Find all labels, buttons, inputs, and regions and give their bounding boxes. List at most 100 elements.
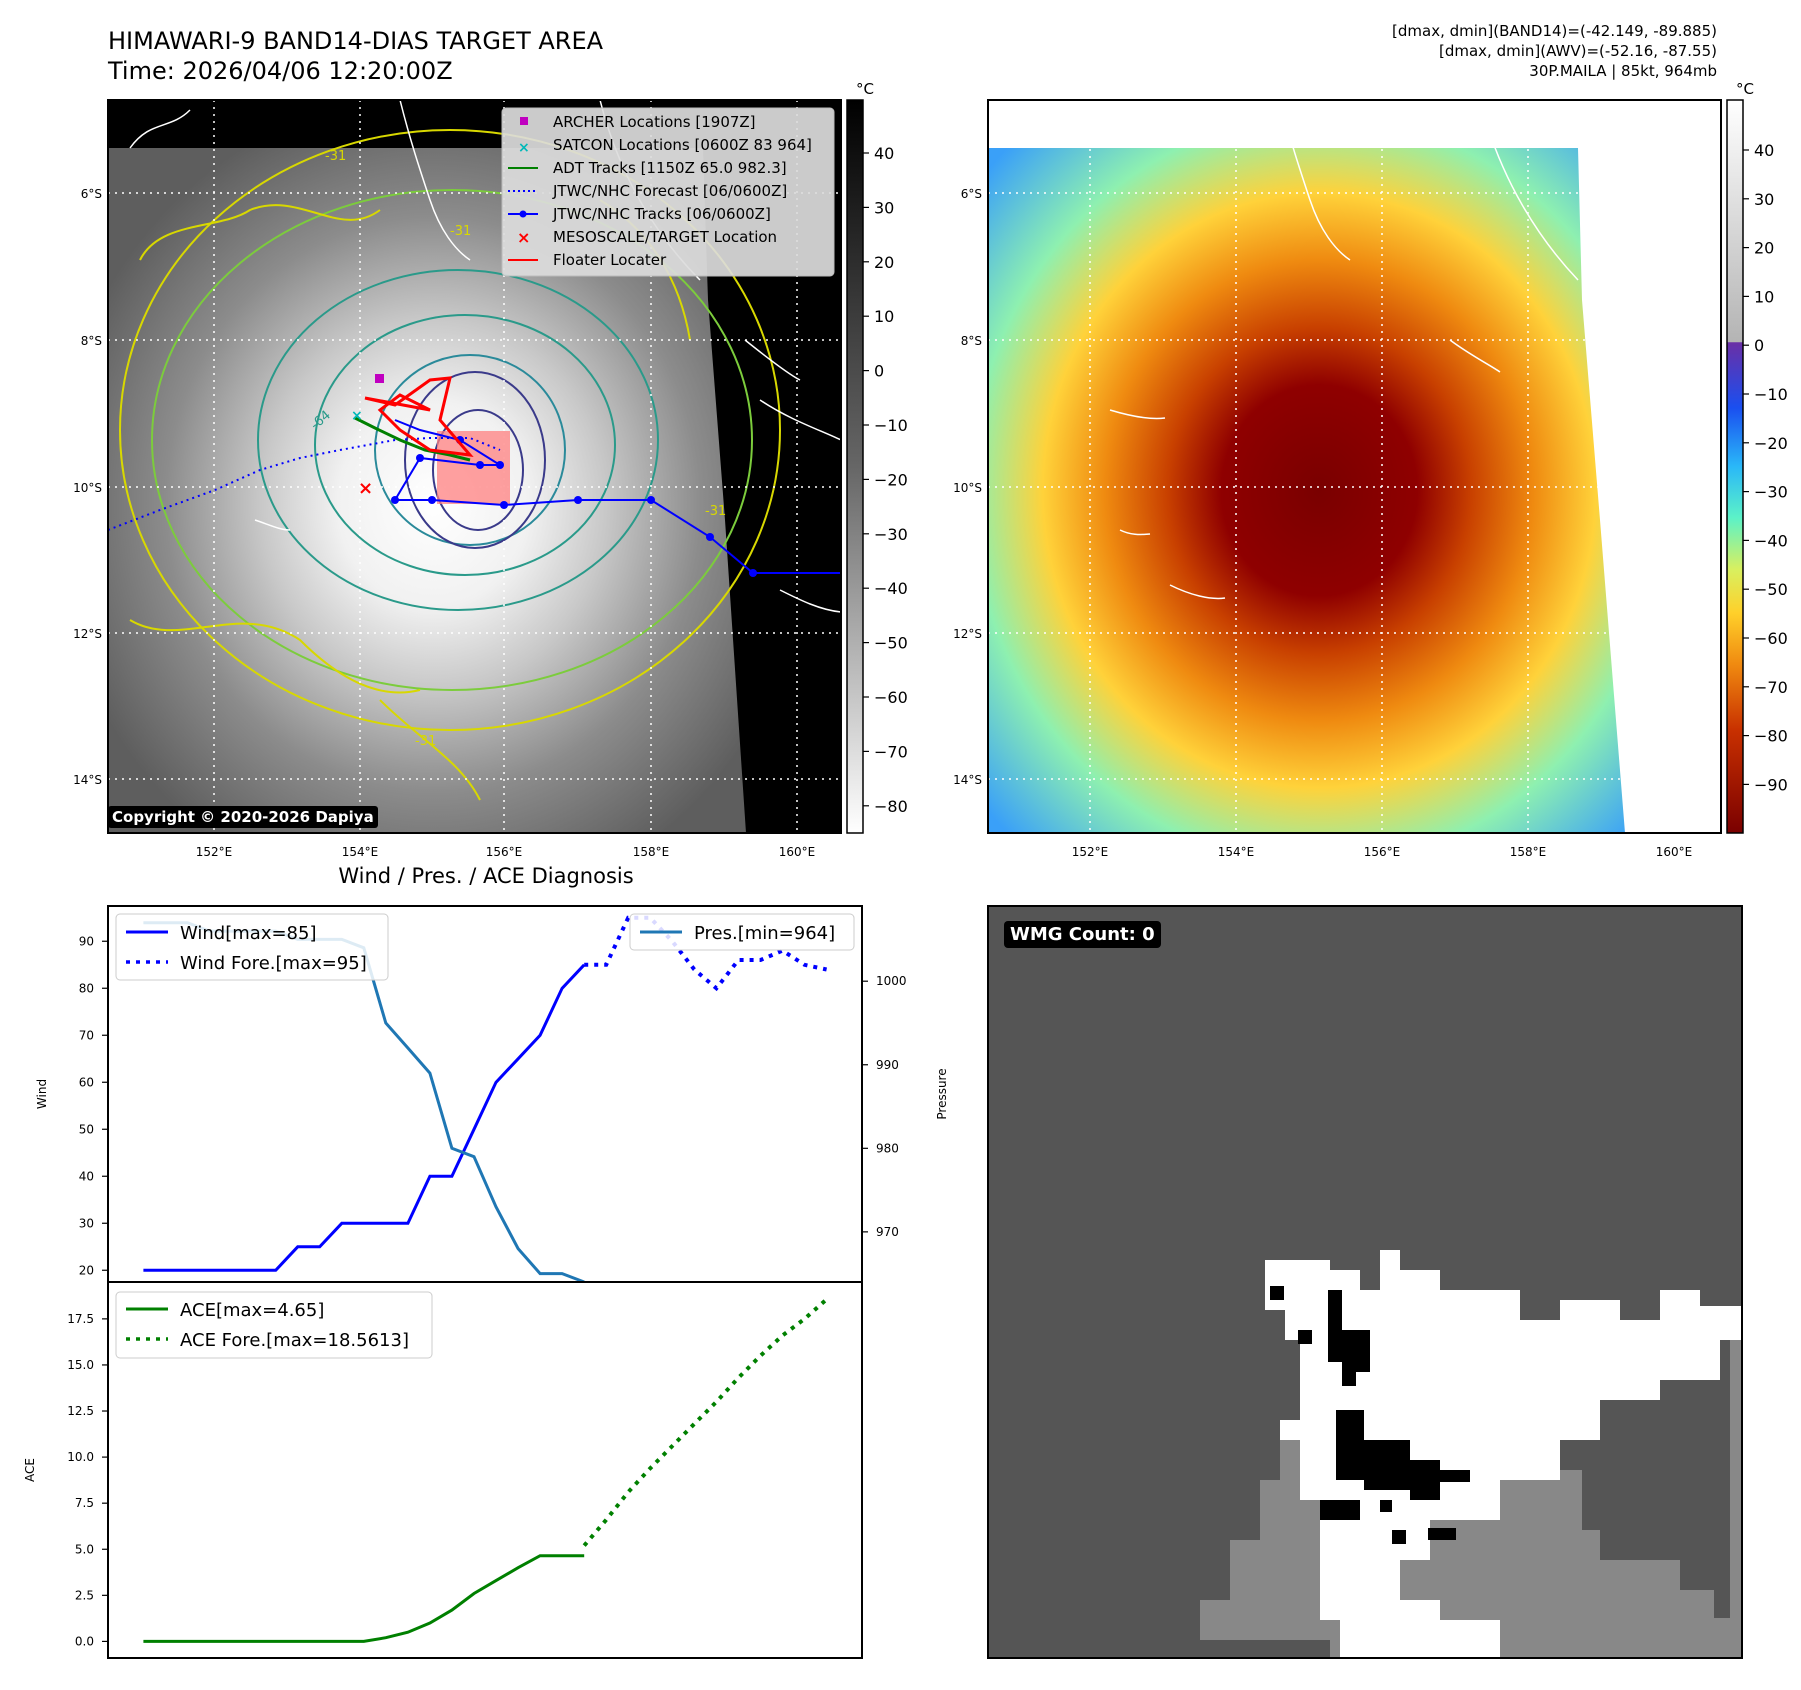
contour-label: -31 bbox=[450, 224, 471, 239]
target-marker: × bbox=[358, 478, 373, 499]
colorbar-awv-tick-label: 20 bbox=[1754, 239, 1774, 258]
colorbar-awv-tick-label: −50 bbox=[1754, 580, 1788, 599]
ir-map-panel: × × -31 -31 -31 -31 -64 × × ARCHER Locat… bbox=[73, 99, 842, 859]
awv-map-frame bbox=[987, 99, 1722, 834]
awv-lon-label: 152°E bbox=[1072, 845, 1109, 859]
wmg-black-cells bbox=[1270, 1286, 1470, 1544]
copyright-badge: Copyright © 2020-2026 Dapiya bbox=[108, 806, 378, 828]
contour-label: -31 bbox=[705, 504, 726, 519]
satcon-marker: × bbox=[351, 408, 363, 424]
series-line-ace-forecast bbox=[582, 1297, 828, 1547]
awv-lat-label: 14°S bbox=[953, 773, 982, 787]
wind-tick-label: 20 bbox=[79, 1263, 94, 1277]
wind-tick-label: 30 bbox=[79, 1216, 94, 1230]
awv-lat-label: 12°S bbox=[953, 627, 982, 641]
awv-coastlines bbox=[1109, 100, 1579, 600]
lat-label: 10°S bbox=[73, 481, 102, 495]
wind-axis-label: Wind bbox=[35, 1079, 49, 1109]
adt-track bbox=[354, 416, 471, 462]
awv-image bbox=[988, 148, 1625, 833]
legend-box bbox=[501, 107, 835, 277]
pressure-legend-label: Pres.[min=964] bbox=[694, 923, 835, 944]
lat-label: 6°S bbox=[81, 187, 102, 201]
lon-label: 160°E bbox=[779, 845, 816, 859]
colorbar-awv-tick-label: −20 bbox=[1754, 434, 1788, 453]
ace-legend-label: ACE[max=4.65] bbox=[180, 1300, 324, 1321]
colorbar-ir-tick-label: −70 bbox=[874, 742, 908, 761]
colorbar-ir-tick-label: −80 bbox=[874, 797, 908, 816]
legend-marker-track-dot bbox=[519, 210, 527, 218]
ace-legend-box bbox=[115, 1291, 433, 1359]
wind-legend-label: Wind[max=85] bbox=[180, 923, 317, 944]
colorbar-ir-tick-label: −10 bbox=[874, 416, 908, 435]
ir-image bbox=[108, 148, 746, 833]
ace-tick-label: 10.0 bbox=[67, 1450, 94, 1464]
colorbar-awv-strip bbox=[1726, 99, 1744, 834]
legend-label-satcon: SATCON Locations [0600Z 83 964] bbox=[553, 136, 812, 154]
awv-grid bbox=[988, 100, 1721, 833]
lat-label: 14°S bbox=[73, 773, 102, 787]
colorbar-awv-tick-label: 0 bbox=[1754, 336, 1764, 355]
awv-lon-label: 156°E bbox=[1364, 845, 1401, 859]
ir-map-frame bbox=[107, 99, 842, 834]
awv-lat-label: 8°S bbox=[961, 334, 982, 348]
colorbar-ir-tick-label: −50 bbox=[874, 634, 908, 653]
wmg-frame bbox=[987, 905, 1743, 1659]
pressure-legend-box bbox=[629, 913, 855, 951]
diagnosis-title: Wind / Pres. / ACE Diagnosis bbox=[338, 864, 634, 888]
lon-label: 154°E bbox=[342, 845, 379, 859]
pressure-tick-label: 1000 bbox=[876, 974, 907, 988]
ace-tick-label: 2.5 bbox=[75, 1588, 94, 1602]
legend-marker-archer bbox=[520, 117, 528, 125]
map-legend: × × ARCHER Locations [1907Z] SATCON Loca… bbox=[501, 107, 835, 277]
ace-axis-label: ACE bbox=[23, 1458, 37, 1482]
wmg-image bbox=[1200, 1250, 1742, 1658]
figure-title: HIMAWARI-9 BAND14-DIAS TARGET AREA bbox=[108, 27, 604, 55]
pressure-legend: Pres.[min=964] bbox=[629, 913, 855, 951]
colorbar-ir-tick-label: 20 bbox=[874, 253, 894, 272]
ace-chart: 0.0 2.5 5.0 7.5 10.0 12.5 15.0 17.5 ACE[max=4.6… bbox=[23, 1281, 863, 1659]
wind-tick-label: 60 bbox=[79, 1075, 94, 1089]
wind-legend-box bbox=[115, 913, 389, 981]
lat-label: 12°S bbox=[73, 627, 102, 641]
legend-label-floater: Floater Locater bbox=[553, 251, 667, 269]
wind-tick-label: 80 bbox=[79, 981, 94, 995]
ace-legend: ACE[max=4.65] ACE Fore.[max=18.5613] bbox=[115, 1291, 433, 1359]
wind-tick-label: 50 bbox=[79, 1122, 94, 1136]
legend-label-target: MESOSCALE/TARGET Location bbox=[553, 228, 777, 246]
lon-label: 156°E bbox=[486, 845, 523, 859]
ace-tick-label: 15.0 bbox=[67, 1358, 94, 1372]
wmg-count-badge: WMG Count: 0 bbox=[1004, 921, 1161, 948]
colorbar-ir-tick-label: −20 bbox=[874, 470, 908, 489]
awv-range: [dmax, dmin](AWV)=(-52.16, -87.55) bbox=[1438, 42, 1717, 60]
ace-tick-label: 12.5 bbox=[67, 1404, 94, 1418]
awv-lat-label: 10°S bbox=[953, 481, 982, 495]
colorbar-ir-tick-label: 40 bbox=[874, 144, 894, 163]
contour-label: -31 bbox=[325, 149, 346, 164]
ace-tick-label: 0.0 bbox=[75, 1634, 94, 1648]
colorbar-awv-tick-label: −40 bbox=[1754, 531, 1788, 550]
pressure-axis-label: Pressure bbox=[935, 1068, 949, 1119]
colorbar-awv-tick-label: 40 bbox=[1754, 141, 1774, 160]
wind-legend: Wind[max=85] Wind Fore.[max=95] bbox=[115, 913, 389, 981]
series-line-wind bbox=[143, 963, 586, 1272]
colorbar-awv-tick-label: −70 bbox=[1754, 678, 1788, 697]
storm-info: 30P.MAILA | 85kt, 964mb bbox=[1529, 62, 1717, 80]
colorbar-ir-tick-label: −60 bbox=[874, 688, 908, 707]
legend-label-archer: ARCHER Locations [1907Z] bbox=[553, 113, 756, 131]
series-line-ace bbox=[143, 1554, 585, 1643]
colorbar-awv-tick-label: −80 bbox=[1754, 727, 1788, 746]
pressure-tick-label: 970 bbox=[876, 1225, 899, 1239]
colorbar-ir-unit: °C bbox=[856, 80, 874, 98]
awv-lon-label: 154°E bbox=[1218, 845, 1255, 859]
colorbar-ir-tick-label: 30 bbox=[874, 198, 894, 217]
lon-label: 158°E bbox=[633, 845, 670, 859]
ace-tick-label: 5.0 bbox=[75, 1542, 94, 1556]
contour-label: -31 bbox=[415, 734, 436, 749]
wmg-panel bbox=[987, 905, 1743, 1659]
lat-label: 8°S bbox=[81, 334, 102, 348]
legend-marker-target: × bbox=[517, 228, 530, 247]
pressure-tick-label: 990 bbox=[876, 1058, 899, 1072]
colorbar-awv: °C 40 30 20 10 0 −10 −20 −30 −40 −50 −60 −70 −80 −90 bbox=[1726, 80, 1788, 834]
